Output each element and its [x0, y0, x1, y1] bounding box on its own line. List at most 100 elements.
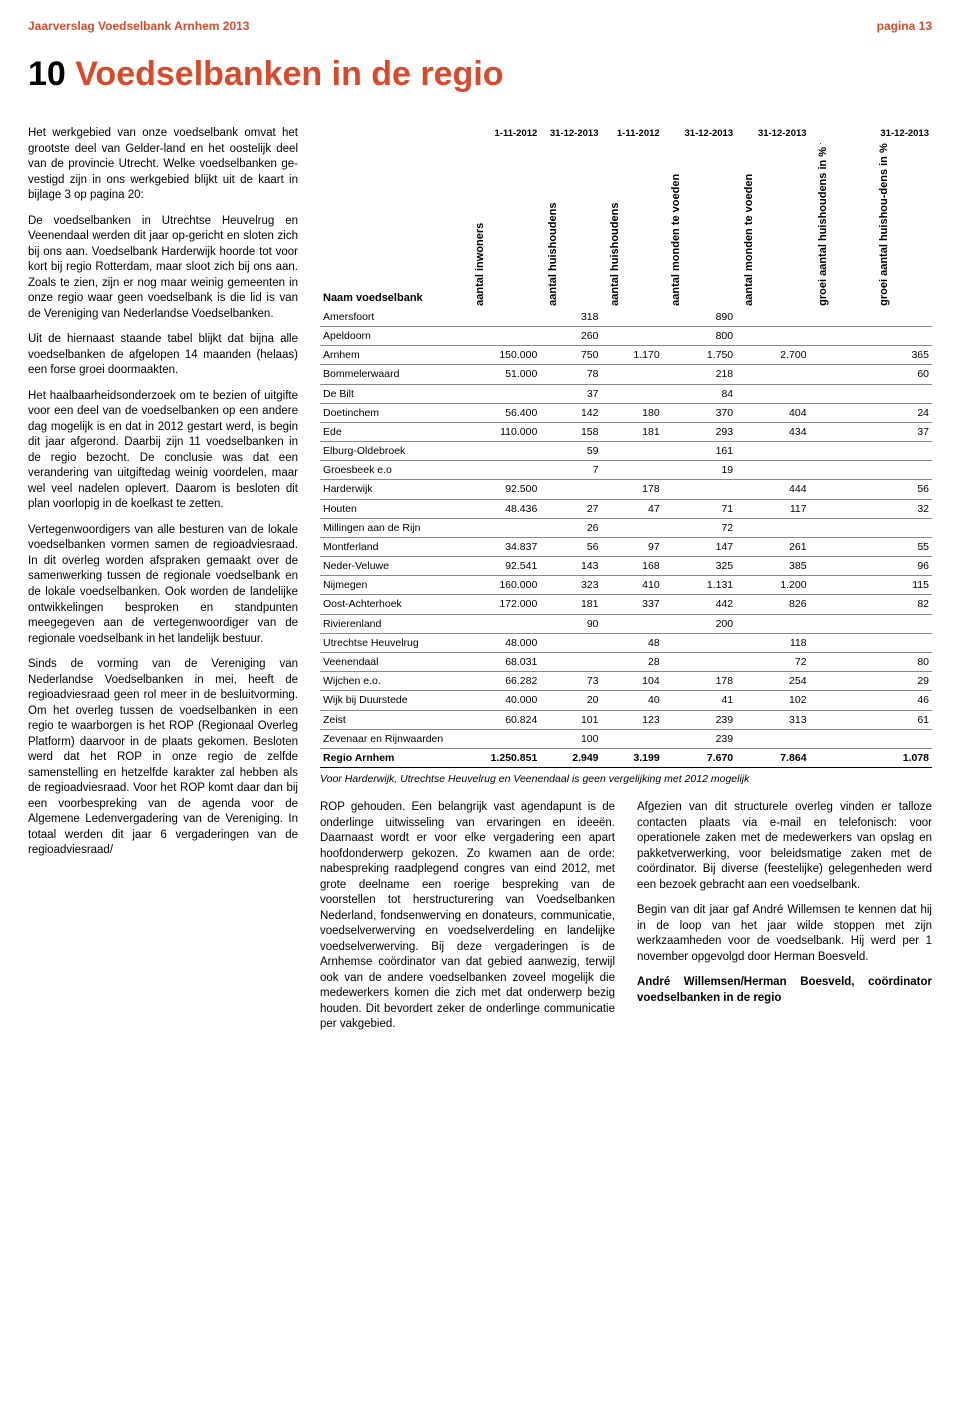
left-column: Het werkgebied van onze voedselbank omva…	[28, 126, 298, 1043]
table-cell: Millingen aan de Rijn	[320, 518, 467, 537]
table-cell: 150.000	[467, 346, 540, 365]
table-cell	[602, 614, 663, 633]
table-cell	[810, 710, 871, 729]
table-cell: 104	[602, 672, 663, 691]
table-cell: 51.000	[467, 365, 540, 384]
table-cell	[736, 308, 809, 327]
table-cell: 239	[663, 710, 736, 729]
table-cell: 60.824	[467, 710, 540, 729]
table-header-row: Naam voedselbank aantal inwoners aantal …	[320, 143, 932, 308]
table-cell: 370	[663, 403, 736, 422]
table-cell: 239	[663, 729, 736, 748]
regio-table: 1-11-2012 31-12-2013 1-11-2012 31-12-201…	[320, 126, 932, 768]
table-cell: 71	[663, 499, 736, 518]
table-cell: 96	[871, 557, 932, 576]
col-header: aantal inwoners	[473, 294, 488, 306]
table-cell	[736, 365, 809, 384]
table-cell: Montferland	[320, 537, 467, 556]
table-cell: 40	[602, 691, 663, 710]
table-cell	[810, 576, 871, 595]
table-cell: 800	[663, 327, 736, 346]
table-cell	[736, 384, 809, 403]
table-cell: 313	[736, 710, 809, 729]
table-cell: Apeldoorn	[320, 327, 467, 346]
table-total-row: Regio Arnhem1.250.8512.9493.1997.6707.86…	[320, 748, 932, 767]
table-cell	[871, 518, 932, 537]
table-cell: Ede	[320, 422, 467, 441]
body-paragraph: ROP gehouden. Een belangrijk vast agenda…	[320, 800, 615, 1033]
table-cell	[871, 461, 932, 480]
table-cell: 161	[663, 442, 736, 461]
table-cell	[736, 327, 809, 346]
table-cell: 172.000	[467, 595, 540, 614]
table-cell: 102	[736, 691, 809, 710]
date-header: 31-12-2013	[540, 126, 601, 143]
table-cell: Harderwijk	[320, 480, 467, 499]
table-row: Zeist60.824101123239313 61	[320, 710, 932, 729]
table-cell: 750	[540, 346, 601, 365]
table-row: Bommelerwaard51.0007821860	[320, 365, 932, 384]
table-cell: Rivierenland	[320, 614, 467, 633]
date-header: 31-12-2013	[663, 126, 736, 143]
date-header: 1-11-2012	[602, 126, 663, 143]
table-cell	[736, 442, 809, 461]
table-cell	[810, 327, 871, 346]
table-cell: 323	[540, 576, 601, 595]
table-cell	[540, 633, 601, 652]
table-cell: Bommelerwaard	[320, 365, 467, 384]
table-cell: 90	[540, 614, 601, 633]
date-header: 31-12-2013	[871, 126, 932, 143]
table-cell	[810, 595, 871, 614]
right-column: 1-11-2012 31-12-2013 1-11-2012 31-12-201…	[320, 126, 932, 1043]
table-cell: 180	[602, 403, 663, 422]
table-row: Amersfoort318890	[320, 308, 932, 327]
body-paragraph: Het haalbaarheidsonderzoek om te bezien …	[28, 389, 298, 513]
table-cell	[810, 652, 871, 671]
table-cell: Elburg-Oldebroek	[320, 442, 467, 461]
table-cell: 117	[736, 499, 809, 518]
table-cell: Amersfoort	[320, 308, 467, 327]
table-cell: 66.282	[467, 672, 540, 691]
table-cell: 80	[871, 652, 932, 671]
table-cell: 261	[736, 537, 809, 556]
table-cell	[810, 480, 871, 499]
col-header: aantal monden te voeden	[669, 294, 684, 306]
table-cell	[467, 442, 540, 461]
table-cell	[467, 729, 540, 748]
table-cell: 101	[540, 710, 601, 729]
table-cell	[810, 365, 871, 384]
table-cell: 29	[871, 672, 932, 691]
table-cell	[736, 461, 809, 480]
table-cell	[810, 672, 871, 691]
table-cell: 123	[602, 710, 663, 729]
table-cell: 68.031	[467, 652, 540, 671]
table-cell	[467, 308, 540, 327]
table-cell: 1.250.851	[467, 748, 540, 767]
title-text: Voedselbanken in de regio	[75, 55, 503, 93]
table-cell	[810, 499, 871, 518]
table-cell: Zeist	[320, 710, 467, 729]
table-cell: 41	[663, 691, 736, 710]
table-cell: 1.078	[871, 748, 932, 767]
table-cell: 293	[663, 422, 736, 441]
table-cell: 178	[602, 480, 663, 499]
table-cell: 20	[540, 691, 601, 710]
table-cell	[810, 346, 871, 365]
table-cell: 73	[540, 672, 601, 691]
body-paragraph: Afgezien van dit structurele overleg vin…	[637, 800, 932, 893]
table-cell: 142	[540, 403, 601, 422]
table-cell	[810, 729, 871, 748]
col-header: groei aantal huishoudens in % t.o.v.1 no…	[816, 294, 831, 306]
date-header: 31-12-2013	[736, 126, 809, 143]
table-cell: 97	[602, 537, 663, 556]
table-cell: 365	[871, 346, 932, 365]
table-cell: 115	[871, 576, 932, 595]
table-cell	[467, 384, 540, 403]
table-row: Montferland34.837569714726155	[320, 537, 932, 556]
table-cell	[602, 365, 663, 384]
table-cell: 48.000	[467, 633, 540, 652]
table-cell: 61	[871, 710, 932, 729]
table-cell	[540, 480, 601, 499]
table-cell	[663, 652, 736, 671]
table-cell: De Bilt	[320, 384, 467, 403]
